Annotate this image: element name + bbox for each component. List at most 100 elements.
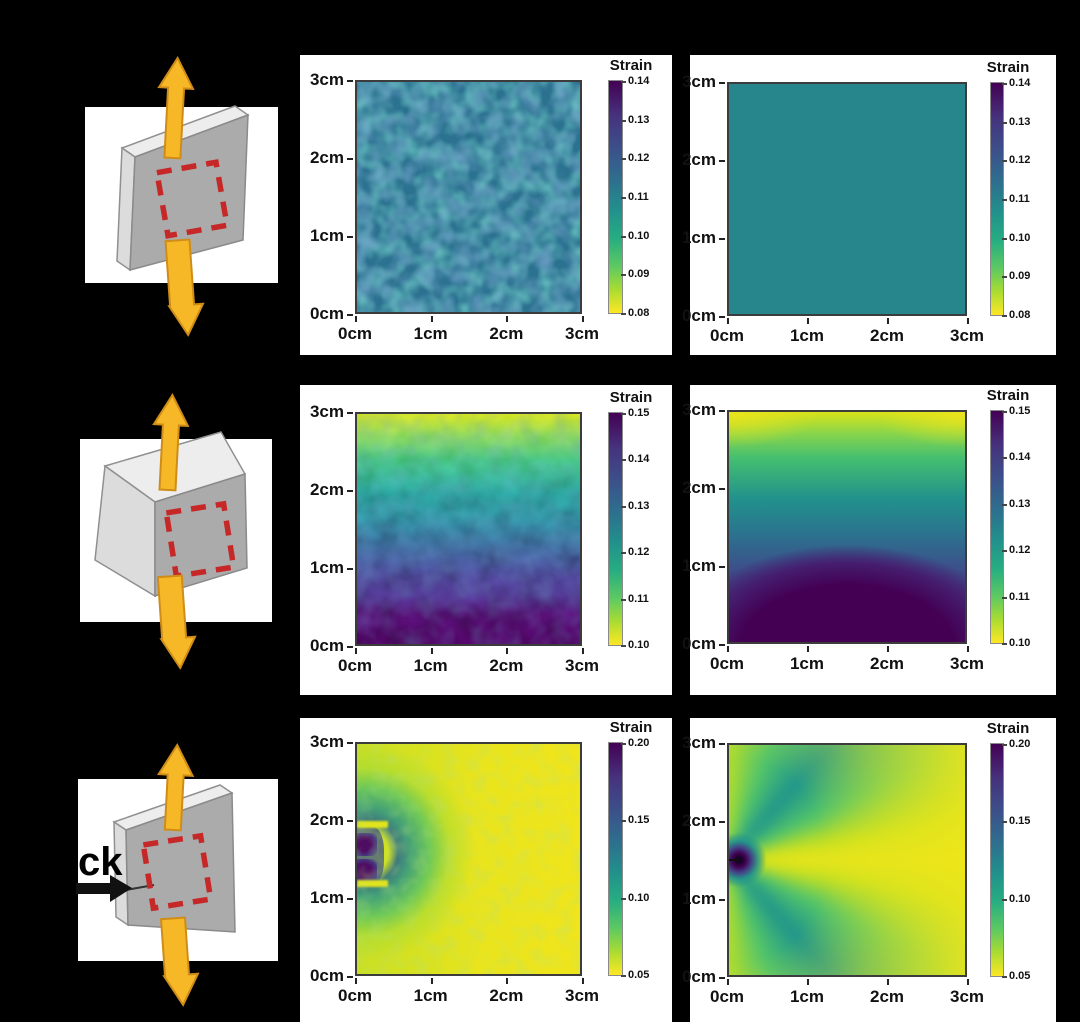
colorbar-tick-label: 0.11 <box>621 592 649 605</box>
colorbar-title: Strain <box>986 720 1030 737</box>
colorbar-tick-label: 0.11 <box>1002 590 1030 603</box>
y-axis-label: 3cm <box>681 72 726 91</box>
colorbar-tick-label: 0.13 <box>1001 497 1031 510</box>
colorbar-tick-label: 0.20 <box>1001 738 1031 750</box>
crack-arrow-head <box>110 875 132 902</box>
colorbar-tick-label: 0.20 <box>620 737 650 749</box>
x-axis-label: 3cm <box>949 979 985 1006</box>
colorbar-tick-label: 0.13 <box>1001 115 1031 128</box>
tension-arrow-down <box>159 916 200 1007</box>
x-axis-label: 1cm <box>789 979 824 1006</box>
y-axis-label: 2cm <box>309 479 354 499</box>
roi-dashed-rect <box>153 159 231 239</box>
colorbar-tick-label: 0.12 <box>620 546 650 559</box>
colorbar-tick-label: 0.14 <box>620 75 650 87</box>
x-axis-label: 2cm <box>489 316 524 343</box>
y-axis-label: 3cm <box>309 402 354 421</box>
tension-arrow-up <box>157 56 195 160</box>
x-axis-label: 2cm <box>869 979 905 1006</box>
x-axis-label: 3cm <box>564 316 600 343</box>
x-axis-label: 1cm <box>413 978 448 1005</box>
panel-row3-experiment: 3cm 2cm 1cm 0cm 0cm 1cm 2cm 3cm Strain 0… <box>300 718 672 1022</box>
panel-row3-simulation: 3cm 2cm 1cm 0cm 0cm 1cm 2cm 3cm Strain 0… <box>682 718 1056 1022</box>
colorbar-tick-label: 0.10 <box>620 229 650 242</box>
colorbar-tick-label: 0.14 <box>1001 451 1031 464</box>
colorbar-title: Strain <box>609 719 653 736</box>
colorbar-tick-label: 0.12 <box>1001 544 1031 557</box>
y-axis-label: 0cm <box>309 636 354 655</box>
x-axis-label: 2cm <box>869 646 905 673</box>
plot-row2-experiment: 3cm 2cm 1cm 0cm 0cm 1cm 2cm 3cm <box>310 402 599 675</box>
schematic-row1-flat-plate <box>85 56 278 337</box>
tension-arrow-up <box>156 743 195 832</box>
y-axis-label: 1cm <box>309 888 354 907</box>
y-axis-label: 0cm <box>309 304 354 323</box>
y-axis-label: 1cm <box>681 889 726 908</box>
panel-row2-experiment: 3cm 2cm 1cm 0cm 0cm 1cm 2cm 3cm Strain 0… <box>300 385 672 695</box>
crack-line <box>729 859 740 861</box>
x-axis-label: 0cm <box>337 978 373 1005</box>
colorbar-tick-label: 0.12 <box>620 152 650 165</box>
plot-row1-simulation: 3cm 2cm 1cm 0cm 0cm 1cm 2cm 3cm <box>682 72 984 345</box>
colorbar-tick-label: 0.08 <box>1001 309 1031 321</box>
colorbar-tick-label: 0.10 <box>1001 231 1031 244</box>
crack-tip-singularity <box>729 745 965 975</box>
colorbar-tick-label: 0.10 <box>620 639 650 651</box>
plot-row3-simulation: 3cm 2cm 1cm 0cm 0cm 1cm 2cm 3cm <box>682 733 984 1006</box>
tension-arrow-down <box>164 238 205 337</box>
colorbar: 0.14 0.13 0.12 0.11 0.10 0.09 0.08 <box>608 75 649 319</box>
colorbar-tick-label: 0.15 <box>1001 815 1031 828</box>
y-axis-label: 2cm <box>681 810 726 830</box>
colorbar: 0.20 0.15 0.10 0.05 <box>990 738 1030 982</box>
x-axis-label: 1cm <box>413 316 448 343</box>
x-axis-label: 1cm <box>789 646 824 673</box>
colorbar: 0.14 0.13 0.12 0.11 0.10 0.09 0.08 <box>990 77 1030 321</box>
colorbar-tick-label: 0.10 <box>620 891 650 904</box>
colorbar-tick-label: 0.05 <box>1001 970 1031 982</box>
roi-dashed-rect <box>140 832 214 912</box>
colorbar-tick-label: 0.08 <box>620 307 650 319</box>
x-axis-label: 3cm <box>564 978 600 1005</box>
y-axis-label: 2cm <box>309 809 354 829</box>
crack-arrow-shaft <box>76 883 112 894</box>
x-axis-label: 3cm <box>564 648 600 675</box>
colorbar-tick-label: 0.12 <box>1001 154 1031 167</box>
x-axis-label: 1cm <box>413 648 448 675</box>
schematic-row2-wedge-plate <box>80 393 272 670</box>
colorbar-tick-label: 0.14 <box>620 453 650 466</box>
colorbar-title: Strain <box>609 57 653 74</box>
colorbar-tick-label: 0.09 <box>620 268 650 281</box>
plot-row3-experiment: 3cm 2cm 1cm 0cm 0cm 1cm 2cm 3cm <box>310 732 599 1005</box>
y-axis-label: 1cm <box>309 226 354 245</box>
colorbar: 0.20 0.15 0.10 0.05 <box>608 737 649 981</box>
panel-row1-experiment: 3cm 2cm 1cm 0cm 0cm 1cm 2cm 3cm Strain 0… <box>300 55 672 355</box>
y-axis-label: 1cm <box>681 228 726 247</box>
y-axis-label: 3cm <box>681 733 726 752</box>
y-axis-label: 1cm <box>681 556 726 575</box>
y-axis-label: 2cm <box>309 147 354 167</box>
tension-arrow-up <box>152 393 190 492</box>
heatmap-row3-experiment <box>355 742 582 976</box>
colorbar-tick-label: 0.14 <box>1001 77 1031 89</box>
colorbar-tick-label: 0.09 <box>1001 270 1031 283</box>
y-axis-label: 2cm <box>681 477 726 497</box>
x-axis-label: 2cm <box>489 978 524 1005</box>
x-axis-label: 0cm <box>337 316 373 343</box>
colorbar-title: Strain <box>609 389 653 406</box>
x-axis-label: 3cm <box>949 318 985 345</box>
panel-row1-simulation: 3cm 2cm 1cm 0cm 0cm 1cm 2cm 3cm Strain 0… <box>682 55 1056 355</box>
panel-row2-simulation: 3cm 2cm 1cm 0cm 0cm 1cm 2cm 3cm Strain 0… <box>682 385 1056 695</box>
y-axis-label: 0cm <box>681 967 726 986</box>
heatmap-row2-simulation <box>727 410 967 644</box>
x-axis-label: 0cm <box>709 646 745 673</box>
colorbar-title: Strain <box>986 387 1030 404</box>
colorbar-tick-label: 0.15 <box>1001 405 1031 417</box>
colorbar-tick-label: 0.11 <box>621 191 649 203</box>
colorbar-tick-label: 0.10 <box>1001 637 1031 649</box>
plot-row2-simulation: 3cm 2cm 1cm 0cm 0cm 1cm 2cm 3cm <box>682 400 984 673</box>
colorbar-tick-label: 0.15 <box>620 814 650 827</box>
heatmap-row1-simulation <box>727 82 967 316</box>
y-axis-label: 0cm <box>681 306 726 325</box>
x-axis-label: 1cm <box>789 318 824 345</box>
y-axis-label: 0cm <box>309 966 354 985</box>
